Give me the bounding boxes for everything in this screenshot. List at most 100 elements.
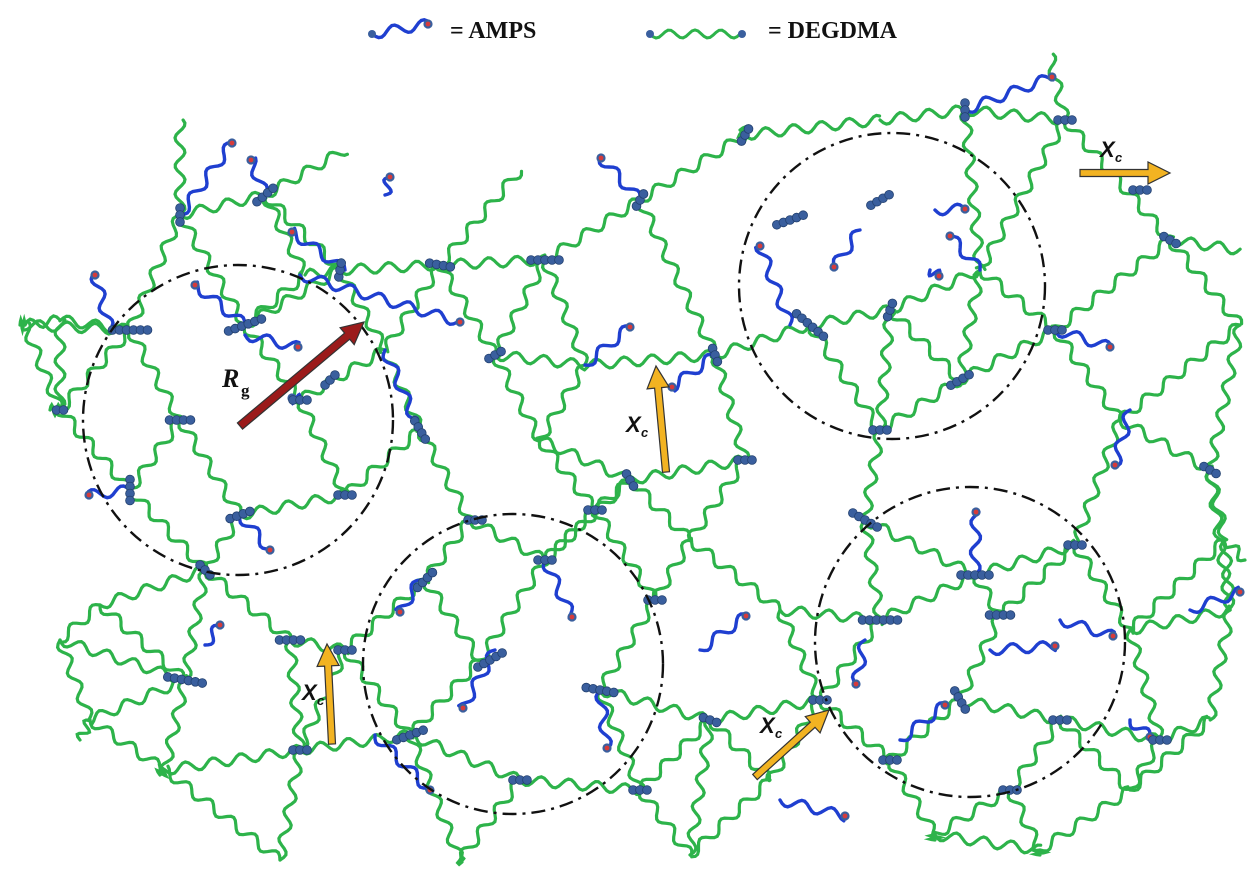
crosslink-bead xyxy=(347,645,357,655)
degdma-chain xyxy=(177,213,249,326)
degdma-chain xyxy=(960,326,1057,386)
degdma-chain xyxy=(58,325,128,412)
amps-chain xyxy=(203,623,222,647)
degdma-chain xyxy=(686,458,747,541)
amps-chain xyxy=(927,268,942,278)
degdma-chain xyxy=(438,169,524,267)
crosslink-bead xyxy=(884,189,894,200)
degdma-chain xyxy=(1203,323,1243,471)
amps-chain xyxy=(673,352,717,393)
crosslink-bead xyxy=(268,183,278,194)
crosslink-bead xyxy=(445,262,456,272)
degdma-chain xyxy=(627,454,747,485)
degdma-chain xyxy=(878,104,967,126)
crosslink-bead xyxy=(960,704,971,714)
crosslink-bead xyxy=(892,755,902,765)
amps-end-core xyxy=(1052,643,1058,649)
amps-chain xyxy=(778,798,846,823)
cluster-circles xyxy=(81,131,1127,816)
crosslink-bead xyxy=(743,124,754,134)
degdma-chain xyxy=(342,648,416,734)
cluster-circle xyxy=(813,485,1127,799)
degdma-chain xyxy=(931,787,1012,837)
crosslink-bead xyxy=(197,678,208,688)
legend-degdma-start-bead xyxy=(646,30,654,38)
degdma-chain xyxy=(199,513,242,570)
degdma-chain xyxy=(1222,538,1247,563)
degdma-chain xyxy=(1072,543,1135,630)
crosslink-bead xyxy=(818,331,829,342)
degdma-chain xyxy=(972,573,1006,615)
degdma-chain xyxy=(417,428,476,520)
degdma-chain xyxy=(491,353,540,443)
degdma-chain xyxy=(203,568,293,640)
crosslink-bead xyxy=(887,298,898,309)
crosslink-bead xyxy=(302,745,312,755)
degdma-chain xyxy=(710,353,751,461)
crosslink-bead xyxy=(245,506,255,517)
xc-arrow-bottomcenter xyxy=(751,709,830,781)
legend: = AMPS = DEGDMA xyxy=(368,18,898,44)
crosslink-bead xyxy=(1171,238,1181,249)
degdma-chain xyxy=(583,348,717,371)
rg-arrow xyxy=(236,321,366,430)
amps-end-core xyxy=(973,509,979,515)
amps-chain xyxy=(382,175,393,197)
amps-chain xyxy=(1188,585,1240,615)
amps-chain xyxy=(831,228,862,269)
amps-end-core xyxy=(289,229,295,235)
degdma-chain xyxy=(590,510,658,602)
degdma-chain xyxy=(1218,538,1236,612)
amps-end-core xyxy=(853,681,859,687)
degdma-chain xyxy=(880,571,977,627)
degdma-chain xyxy=(90,676,187,726)
amps-end-core xyxy=(598,155,604,161)
degdma-chain xyxy=(600,598,657,695)
xc-label-sub: c xyxy=(1115,150,1123,165)
degdma-chain xyxy=(24,321,64,412)
crosslink-bead xyxy=(1005,610,1016,620)
crosslink-bead xyxy=(1077,540,1087,550)
xc-label-main: X xyxy=(300,680,318,705)
degdma-chain xyxy=(422,578,481,663)
degdma-chain xyxy=(128,488,209,570)
amps-chain xyxy=(86,484,132,500)
degdma-chain xyxy=(637,788,694,856)
crosslink-bead xyxy=(1062,715,1072,725)
degdma-chain xyxy=(1057,715,1162,743)
degdma-chain xyxy=(543,481,635,562)
legend-degdma-chain xyxy=(648,28,742,40)
xc-arrow-topright-shape xyxy=(1079,161,1172,185)
crosslink-bead xyxy=(711,717,722,728)
degdma-chain xyxy=(337,268,385,354)
amps-end-core xyxy=(1112,462,1118,468)
degdma-chain xyxy=(1128,714,1209,793)
degdma-chain xyxy=(338,259,442,277)
crosslink-bead xyxy=(295,635,306,645)
amps-end-core xyxy=(457,319,463,325)
amps-end-core xyxy=(962,206,968,212)
cluster-circle xyxy=(361,512,665,816)
amps-end-core xyxy=(425,21,431,27)
degdma-chain xyxy=(1038,785,1130,853)
crosslink-bead xyxy=(142,325,153,335)
degdma-chain xyxy=(458,778,522,863)
crosslink-bead xyxy=(554,255,564,265)
crosslink-bead xyxy=(418,725,428,736)
xc-label-bottomcenter: X c xyxy=(758,713,783,741)
degdma-chain xyxy=(243,265,341,328)
degdma-chain xyxy=(596,688,646,791)
amps-end-core xyxy=(569,614,575,620)
degdma-chain xyxy=(863,518,976,580)
crosslink-bead xyxy=(1057,325,1067,335)
amps-end-core xyxy=(387,174,393,180)
degdma-chain xyxy=(126,418,182,491)
degdma-chain xyxy=(954,613,1002,700)
degdma-chain xyxy=(182,568,208,682)
amps-chain xyxy=(594,688,613,750)
degdma-chain xyxy=(598,688,711,724)
legend-amps-label: = AMPS xyxy=(450,18,536,44)
amps-chain xyxy=(1113,408,1132,468)
amps-end-core xyxy=(743,613,749,619)
